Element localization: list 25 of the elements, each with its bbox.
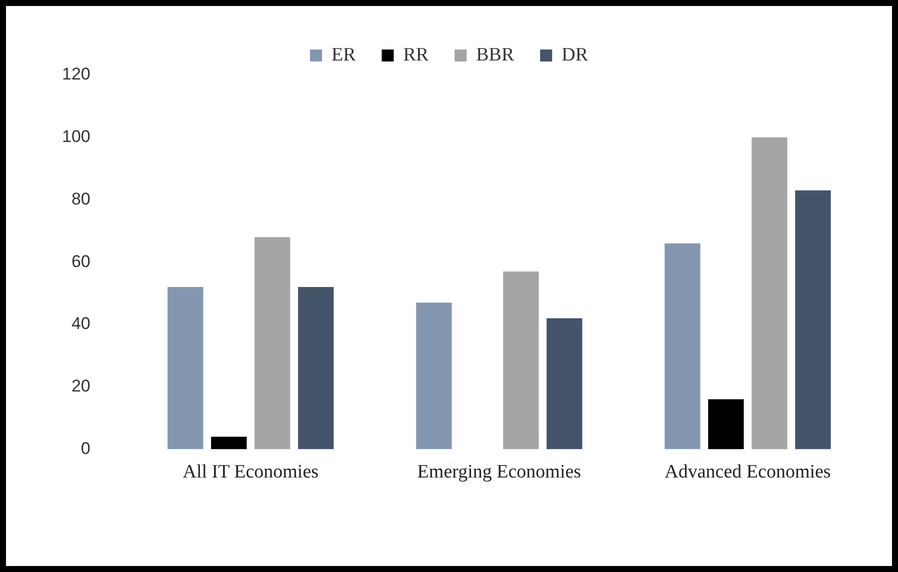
bar (254, 237, 290, 450)
bar (416, 302, 452, 450)
bar (708, 399, 744, 450)
bar (795, 190, 831, 450)
x-tick-label: All IT Economies (182, 462, 319, 483)
y-tick-label: 120 (62, 64, 90, 84)
bar (211, 436, 247, 450)
y-tick-label: 0 (80, 438, 90, 458)
bar (503, 271, 539, 450)
legend-label: ER (331, 44, 356, 66)
y-tick-label: 60 (71, 252, 90, 271)
y-tick-label: 80 (71, 189, 90, 208)
y-tick-label: 20 (71, 376, 90, 396)
bar (664, 243, 700, 450)
bar (752, 137, 788, 450)
legend-label: DR (562, 44, 588, 66)
y-tick-label: 100 (62, 127, 90, 146)
x-tick-label: Emerging Economies (417, 462, 582, 483)
bar (298, 287, 334, 450)
bar (168, 287, 204, 450)
legend-label: BBR (476, 44, 514, 66)
x-tick-label: Advanced Economies (664, 462, 831, 483)
legend-label: RR (403, 44, 429, 66)
bar (546, 318, 582, 450)
y-tick-label: 40 (71, 314, 90, 334)
